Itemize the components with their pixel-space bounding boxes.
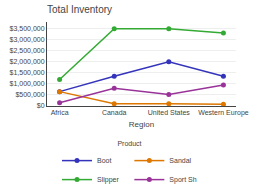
svg-text:Slipper: Slipper xyxy=(97,176,119,184)
svg-text:$3,000,000: $3,000,000 xyxy=(10,36,45,43)
svg-text:$0: $0 xyxy=(37,102,45,109)
svg-text:Total Inventory: Total Inventory xyxy=(47,4,112,15)
svg-text:$1,500,000: $1,500,000 xyxy=(10,69,45,76)
svg-text:$2,500,000: $2,500,000 xyxy=(10,47,45,54)
svg-text:Sport Sh: Sport Sh xyxy=(169,176,196,184)
svg-text:Sandal: Sandal xyxy=(169,157,191,164)
svg-text:United States: United States xyxy=(148,109,191,116)
svg-text:$500,000: $500,000 xyxy=(15,91,44,98)
svg-text:$1,000,000: $1,000,000 xyxy=(10,80,45,87)
svg-text:Western Europe: Western Europe xyxy=(198,109,249,117)
svg-text:Region: Region xyxy=(129,120,154,129)
svg-text:Africa: Africa xyxy=(51,109,69,116)
svg-text:Canada: Canada xyxy=(102,109,127,116)
svg-text:Boot: Boot xyxy=(97,157,111,164)
svg-text:$3,500,000: $3,500,000 xyxy=(10,25,45,32)
svg-text:$2,000,000: $2,000,000 xyxy=(10,58,45,65)
svg-text:Product: Product xyxy=(117,140,141,147)
